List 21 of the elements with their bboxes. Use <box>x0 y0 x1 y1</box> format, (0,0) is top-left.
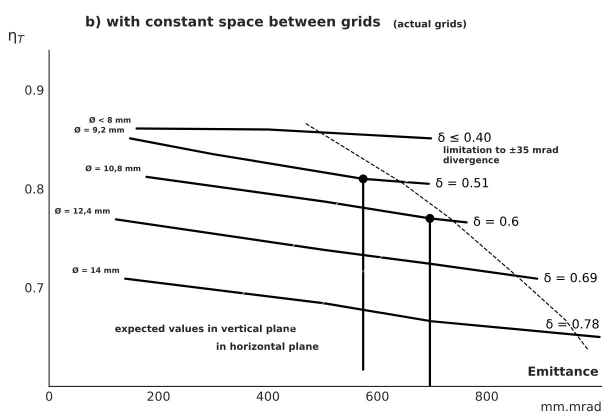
annotation: expected values in vertical plane <box>115 324 296 334</box>
chart-title: b) with constant space between grids <box>86 16 380 30</box>
series-label: δ = 0.51 <box>436 178 488 188</box>
series-label: δ = 0.6 <box>474 216 518 226</box>
y-tick-label: 0.8 <box>25 184 44 194</box>
y-tick-label: 0.7 <box>25 283 44 293</box>
text: mm.mrad <box>542 402 601 412</box>
x-axis-title: Emittance <box>528 366 598 376</box>
annotation: limitation to ±35 mrad divergence <box>443 146 558 166</box>
chart-subtitle: (actual grids) <box>394 20 466 30</box>
y-axis-title: η$_{T}$ <box>8 32 25 44</box>
x-tick-label: 0 <box>46 391 52 401</box>
x-tick-label: 800 <box>476 391 498 401</box>
x-tick-label: 600 <box>366 391 388 401</box>
series-label: δ ≤ 0.40 <box>438 132 491 142</box>
series-label: δ = 0.69 <box>544 272 597 282</box>
annotation: in horizontal plane <box>216 342 318 352</box>
x-tick-label: 200 <box>148 391 170 401</box>
series-label: δ = 0.78 <box>546 319 599 329</box>
x-tick-label: 400 <box>256 391 280 401</box>
y-tick-label: 0.9 <box>25 85 44 95</box>
